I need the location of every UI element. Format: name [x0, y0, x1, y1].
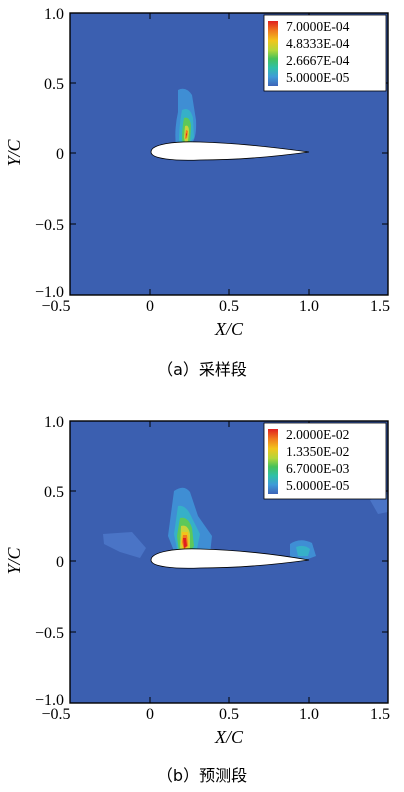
x-axis-label: X/C [214, 319, 244, 339]
y-tick-label: 1.0 [44, 414, 64, 431]
figure-caption: （a）采样段 [157, 360, 247, 379]
x-axis-label: X/C [214, 727, 244, 747]
legend: 2.0000E-02 1.3350E-02 6.7000E-03 5.0000E… [263, 422, 387, 500]
legend-entry: 2.6667E-04 [286, 53, 350, 68]
y-tick-label: −0.5 [35, 217, 64, 234]
concentration-plume [175, 88, 197, 146]
legend-colorbar [268, 21, 278, 86]
y-tick-label: −0.5 [35, 625, 64, 642]
airfoil [150, 548, 310, 569]
y-tick-label: 0 [56, 146, 64, 163]
legend-entry: 5.0000E-05 [286, 478, 350, 493]
y-tick-label: 0.5 [44, 484, 64, 501]
y-axis-label: Y/C [4, 547, 24, 575]
x-tick-label: −0.5 [41, 298, 70, 315]
x-tick-label: 0.5 [219, 298, 239, 315]
y-tick-label: 0 [56, 554, 64, 571]
figure-caption: （b）预测段 [156, 766, 248, 785]
legend-entry: 4.8333E-04 [286, 36, 350, 51]
y-tick-label: −1.0 [35, 692, 64, 709]
legend-entry: 2.0000E-02 [286, 427, 349, 442]
panel-a: −0.5 0 0.5 1.0 1.5 1.0 0.5 0 −0.5 −1.0 X… [0, 0, 404, 388]
contour-plot-b: −0.5 0 0.5 1.0 1.5 1.0 0.5 0 −0.5 −1.0 X… [4, 414, 390, 747]
x-tick-label: 1.0 [299, 298, 319, 315]
legend-entry: 1.3350E-02 [286, 444, 349, 459]
legend: 7.0000E-04 4.8333E-04 2.6667E-04 5.0000E… [263, 14, 387, 92]
legend-entry: 5.0000E-05 [286, 70, 350, 85]
legend-colorbar [268, 429, 278, 494]
x-tick-label: 0.5 [219, 706, 239, 723]
airfoil [150, 141, 310, 161]
x-tick-label: −0.5 [41, 706, 70, 723]
concentration-plume [103, 487, 388, 562]
y-axis-label: Y/C [4, 139, 24, 167]
legend-entry: 6.7000E-03 [286, 461, 350, 476]
panel-b: −0.5 0 0.5 1.0 1.5 1.0 0.5 0 −0.5 −1.0 X… [0, 396, 404, 792]
y-tick-label: 0.5 [44, 76, 64, 93]
y-tick-label: −1.0 [35, 284, 64, 301]
legend-entry: 7.0000E-04 [286, 19, 350, 34]
x-tick-label: 1.5 [370, 298, 390, 315]
contour-plot-a: −0.5 0 0.5 1.0 1.5 1.0 0.5 0 −0.5 −1.0 X… [4, 6, 390, 339]
x-tick-label: 0 [146, 706, 154, 723]
x-tick-label: 1.0 [299, 706, 319, 723]
x-tick-label: 0 [146, 298, 154, 315]
x-tick-label: 1.5 [370, 706, 390, 723]
y-tick-label: 1.0 [44, 6, 64, 23]
